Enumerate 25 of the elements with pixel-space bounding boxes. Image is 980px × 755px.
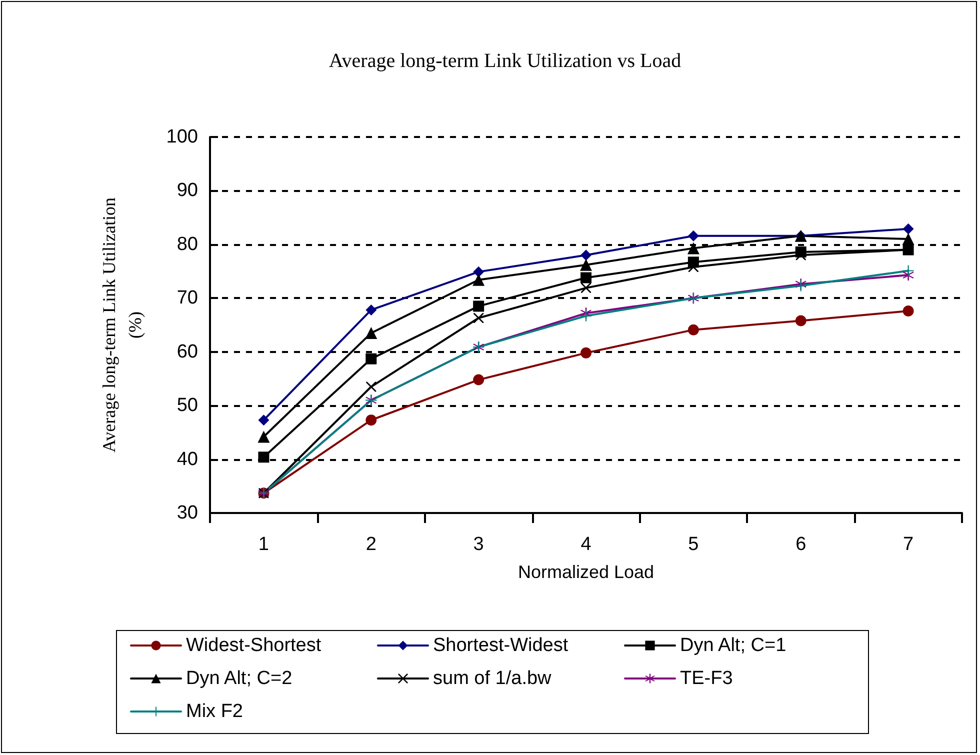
legend-label: TE-F3 [680, 668, 733, 689]
x-tick-label: 1 [258, 534, 270, 555]
x-axis-title: Normalized Load [518, 562, 654, 582]
legend-label: Mix F2 [186, 701, 243, 722]
x-tick-label: 7 [902, 534, 914, 555]
y-tick-label: 100 [166, 126, 198, 148]
y-tick-label: 50 [176, 395, 198, 416]
x-tick-label: 6 [796, 534, 806, 555]
y-axis-title: Average long-term Link Utilization (%) [99, 197, 145, 453]
y-tick-label: 70 [176, 288, 198, 309]
legend-label: sum of 1/a.bw [433, 668, 552, 689]
legend-label: Dyn Alt; C=2 [186, 668, 292, 689]
y-tick-label: 90 [176, 180, 198, 202]
legend-label: Shortest-Widest [433, 635, 569, 656]
x-tick-label: 2 [366, 534, 376, 555]
chart-title: Average long-term Link Utilization vs Load [328, 50, 682, 72]
legend-label: Dyn Alt; C=1 [680, 635, 786, 656]
x-tick-label: 3 [473, 534, 484, 555]
y-tick-label: 40 [176, 448, 198, 470]
x-tick-label: 4 [580, 534, 592, 555]
y-tick-label: 30 [176, 502, 198, 524]
y-tick-label: 60 [176, 341, 198, 362]
x-tick-label: 5 [688, 534, 699, 555]
legend-label: Widest-Shortest [186, 635, 322, 656]
y-tick-label: 80 [176, 234, 198, 255]
